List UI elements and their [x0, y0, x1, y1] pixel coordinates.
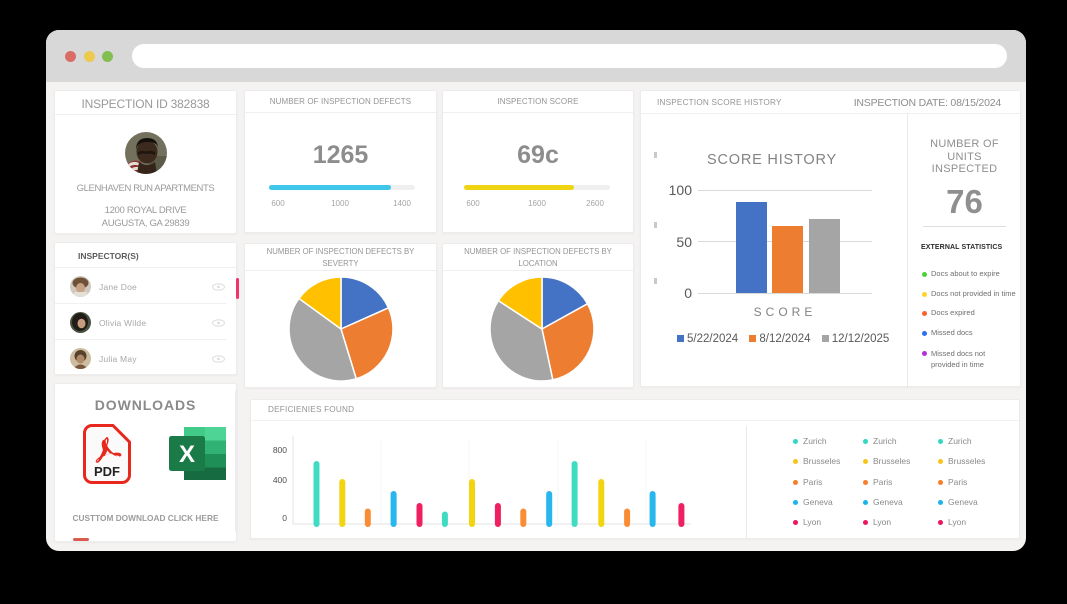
svg-text:PDF: PDF [94, 464, 120, 479]
svg-text:X: X [179, 441, 195, 468]
